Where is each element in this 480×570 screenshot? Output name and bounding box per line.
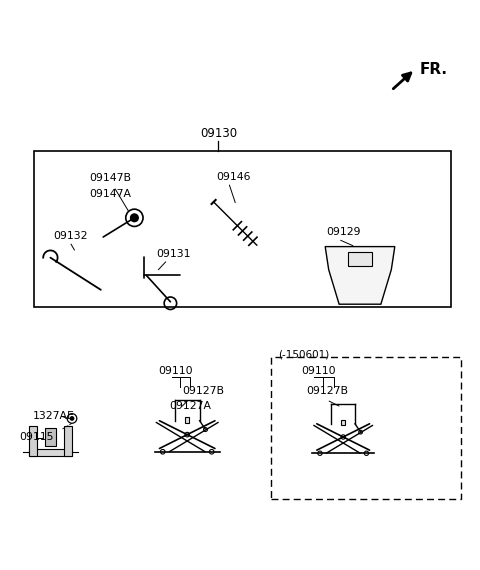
Polygon shape	[325, 247, 395, 304]
Text: 09130: 09130	[200, 127, 237, 140]
Bar	[28, 449, 72, 455]
Text: 09129: 09129	[326, 227, 361, 237]
Text: FR.: FR.	[420, 62, 448, 76]
Bar	[348, 253, 372, 266]
Text: (-150601): (-150601)	[278, 349, 330, 360]
Text: 09132: 09132	[53, 231, 87, 241]
Text: 09127B: 09127B	[306, 386, 348, 396]
Text: 09147A: 09147A	[89, 189, 131, 199]
Bar	[271, 357, 461, 499]
Text: 09131: 09131	[156, 249, 191, 259]
Circle shape	[131, 214, 138, 222]
Bar	[34, 150, 451, 307]
Text: 09146: 09146	[216, 172, 251, 182]
Bar	[64, 426, 72, 455]
Bar	[341, 420, 345, 425]
Text: 09110: 09110	[158, 366, 193, 376]
Circle shape	[70, 417, 74, 420]
Bar	[45, 428, 56, 446]
Text: 09127B: 09127B	[182, 386, 225, 396]
Bar	[185, 417, 189, 422]
Bar	[28, 426, 36, 455]
Text: 09147B: 09147B	[89, 173, 131, 183]
Text: 09115: 09115	[19, 432, 54, 442]
Text: 09127A: 09127A	[169, 401, 211, 411]
Text: 09110: 09110	[301, 366, 336, 376]
Text: 1327AE: 1327AE	[33, 410, 74, 421]
